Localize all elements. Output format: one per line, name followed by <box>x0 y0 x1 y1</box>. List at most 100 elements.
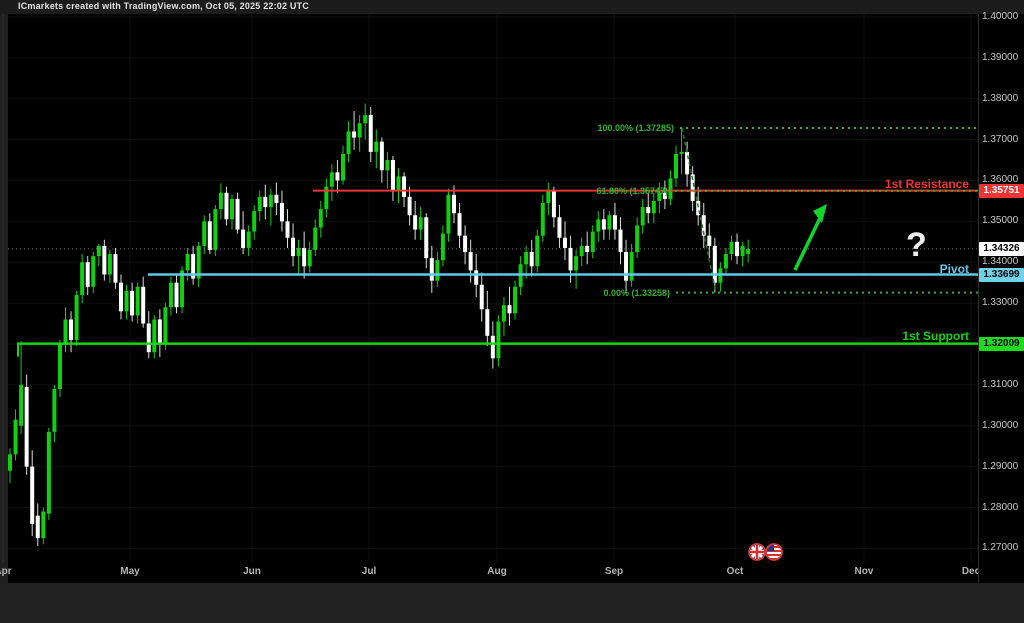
fib-trendline[interactable] <box>681 127 717 293</box>
candle <box>35 515 40 539</box>
candle <box>85 262 90 287</box>
candle <box>163 307 168 345</box>
candle <box>657 192 662 201</box>
question-mark-annotation: ? <box>906 226 927 264</box>
gbp-flag <box>748 543 766 561</box>
candle <box>529 252 534 267</box>
candle <box>551 190 556 218</box>
candle <box>146 323 151 353</box>
candle <box>674 153 678 179</box>
candle <box>46 431 51 514</box>
candle <box>152 319 157 353</box>
candle <box>685 151 690 175</box>
candle <box>268 194 273 208</box>
price-axis-separator <box>978 14 979 583</box>
candle <box>207 221 212 250</box>
candle <box>607 215 612 230</box>
candle <box>612 215 617 230</box>
candle <box>635 225 640 253</box>
candle <box>230 198 234 220</box>
candle <box>302 247 307 267</box>
candle <box>80 262 85 295</box>
candle <box>513 286 518 314</box>
candle <box>279 202 284 222</box>
candle <box>735 241 740 257</box>
candle <box>651 200 656 214</box>
candle <box>335 172 340 181</box>
candle <box>585 245 590 253</box>
candle <box>168 282 173 308</box>
candle <box>246 231 251 248</box>
candle <box>568 247 573 271</box>
candle <box>357 123 362 138</box>
candle <box>440 233 445 261</box>
candle <box>574 256 579 271</box>
arrow-annotation[interactable] <box>793 213 824 271</box>
candle <box>174 282 179 308</box>
candle <box>490 335 495 359</box>
candle <box>63 319 68 345</box>
candle <box>141 286 146 324</box>
candle <box>368 115 373 152</box>
candle <box>69 319 74 340</box>
credit-bar: ICmarkets created with TradingView.com, … <box>0 0 1024 14</box>
candle <box>96 245 101 257</box>
candle <box>535 235 540 267</box>
candle <box>157 319 162 345</box>
candle <box>463 235 468 253</box>
candle <box>601 219 606 230</box>
candle <box>546 190 551 203</box>
candle <box>307 249 312 267</box>
candle <box>696 200 701 216</box>
candle <box>191 254 196 279</box>
candle <box>485 309 490 336</box>
usd-flag <box>765 543 783 561</box>
candle <box>540 202 545 236</box>
candle <box>130 290 135 316</box>
candle <box>13 419 18 455</box>
candle <box>135 286 140 316</box>
candle <box>213 209 218 250</box>
candle <box>507 305 512 314</box>
candle <box>202 221 207 246</box>
credit-text: ICmarkets created with TradingView.com, … <box>18 1 310 11</box>
candle <box>324 186 329 210</box>
candle <box>579 245 584 257</box>
candle <box>402 176 407 197</box>
candle <box>91 256 96 287</box>
candle <box>679 151 684 154</box>
candle <box>390 160 395 191</box>
candle <box>257 196 262 212</box>
candle <box>263 196 268 208</box>
candle <box>646 207 651 214</box>
candle <box>241 229 246 248</box>
candle <box>629 252 634 281</box>
candle <box>557 217 562 238</box>
candle <box>185 254 190 271</box>
candle <box>352 131 357 138</box>
candle <box>746 248 751 255</box>
candle <box>740 245 745 257</box>
candle <box>435 260 440 281</box>
candle <box>318 209 323 228</box>
candle <box>41 511 46 539</box>
candle <box>474 270 479 285</box>
candle <box>624 252 629 281</box>
candle <box>662 192 667 199</box>
candle <box>479 284 484 310</box>
candle <box>218 192 223 210</box>
candle <box>496 321 501 359</box>
candle <box>424 217 429 259</box>
candle <box>346 131 351 154</box>
candle <box>329 172 334 187</box>
candle <box>341 153 345 181</box>
candle <box>74 294 79 340</box>
candle <box>429 258 434 281</box>
candle <box>596 219 601 232</box>
candle <box>590 231 595 253</box>
candle <box>723 254 728 269</box>
candle <box>124 290 129 312</box>
candle <box>413 215 418 230</box>
candle <box>52 388 57 432</box>
